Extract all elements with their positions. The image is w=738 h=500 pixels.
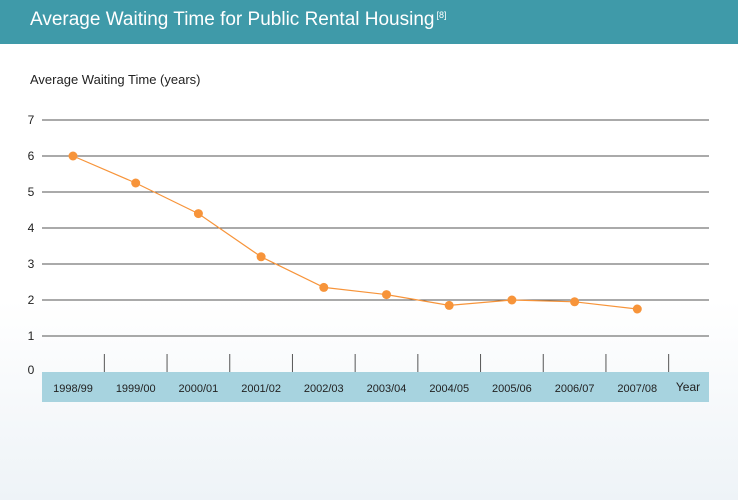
y-axis-label: Average Waiting Time (years) [30,72,201,87]
y-tick-label: 6 [28,149,35,163]
x-tick-label: 2005/06 [492,383,532,395]
x-tick-label: 1998/99 [53,383,93,395]
data-point [319,282,329,292]
x-tick-label: 2006/07 [555,383,595,395]
data-point [444,300,454,310]
chart-header: Average Waiting Time for Public Rental H… [0,0,738,44]
x-tick-label: 2003/04 [367,383,407,395]
y-tick-label: 7 [28,113,35,127]
x-tick-label: 2007/08 [617,383,657,395]
data-point [570,297,580,307]
footnote-ref[interactable]: [8] [436,9,447,20]
y-tick-label: 0 [28,363,35,377]
data-point [131,178,141,188]
chart-title-text: Average Waiting Time for Public Rental H… [30,9,435,30]
y-tick-label: 4 [28,221,35,235]
x-axis-band [42,372,709,402]
x-tick-label: 2000/01 [179,383,219,395]
x-tick-label: 2002/03 [304,383,344,395]
y-tick-label: 1 [28,329,35,343]
y-tick-label: 5 [28,185,35,199]
x-axis-label: Year [676,380,700,394]
series-line [72,155,638,310]
data-point [256,252,266,262]
x-tick-label: 2001/02 [241,383,281,395]
data-point [632,304,642,314]
x-tick-label: 1999/00 [116,383,156,395]
data-point [507,295,517,305]
y-tick-label: 2 [28,293,35,307]
data-point [68,151,78,161]
y-tick-label: 3 [28,257,35,271]
data-point [193,209,203,219]
data-point [382,290,391,300]
x-tick-label: 2004/05 [429,383,469,395]
chart-title: Average Waiting Time for Public Rental H… [30,9,447,31]
